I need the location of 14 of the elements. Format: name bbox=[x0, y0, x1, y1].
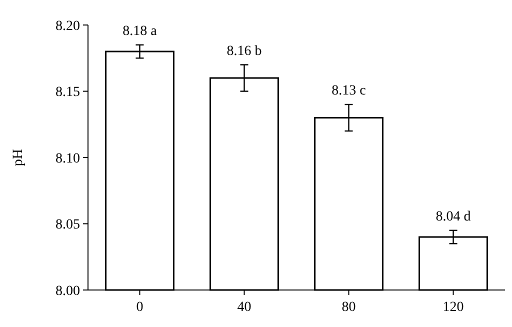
y-tick-label: 8.15 bbox=[56, 85, 80, 100]
data-label: 8.16 b bbox=[226, 44, 262, 59]
y-tick-label: 8.00 bbox=[56, 284, 80, 299]
x-tick-label: 40 bbox=[237, 300, 252, 315]
data-label: 8.04 d bbox=[436, 209, 471, 224]
x-tick-label: 0 bbox=[136, 300, 144, 315]
y-tick-label: 8.20 bbox=[56, 18, 80, 34]
x-tick-label: 80 bbox=[342, 300, 356, 315]
x-tick-label: 120 bbox=[442, 300, 464, 315]
y-tick-label: 8.10 bbox=[56, 151, 80, 166]
y-axis-title: pH bbox=[11, 148, 26, 166]
y-tick-label: 8.05 bbox=[56, 218, 80, 233]
data-label: 8.13 c bbox=[332, 84, 366, 98]
data-label: 8.18 a bbox=[122, 24, 158, 39]
